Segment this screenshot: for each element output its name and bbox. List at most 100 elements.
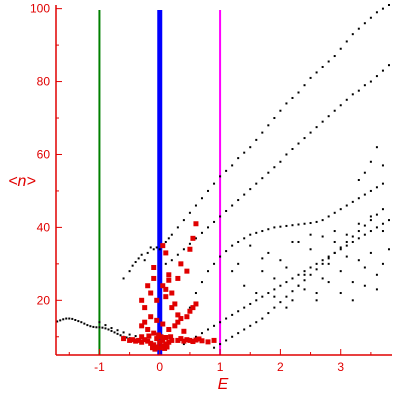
data-point-black-118 (333, 109, 336, 112)
data-point-black-188 (345, 244, 348, 247)
data-point-black-103 (243, 193, 246, 196)
data-point-black-189 (351, 240, 354, 243)
data-point-red-11 (154, 336, 160, 342)
data-point-black-253 (273, 295, 276, 298)
data-point-black-122 (357, 89, 360, 92)
data-point-red-62 (169, 290, 175, 296)
data-point-black-75 (339, 47, 342, 50)
data-point-black-50 (188, 211, 191, 214)
data-point-red-21 (121, 336, 127, 342)
data-point-black-120 (345, 98, 348, 101)
data-point-black-148 (309, 222, 312, 225)
data-point-black-114 (309, 131, 312, 134)
data-point-red-9 (157, 339, 163, 345)
data-point-red-16 (156, 332, 162, 338)
data-point-red-66 (190, 235, 196, 241)
data-point-black-58 (237, 157, 240, 160)
data-point-black-105 (255, 182, 258, 185)
data-point-black-185 (327, 255, 330, 258)
data-point-black-275 (357, 179, 360, 181)
data-point-black-137 (243, 237, 246, 240)
x-tick-label: 1 (217, 360, 224, 374)
data-point-black-57 (231, 164, 234, 167)
data-point-black-219 (351, 235, 354, 238)
data-point-black-265 (321, 235, 324, 238)
data-point-black-194 (381, 222, 384, 225)
data-point-black-71 (315, 71, 318, 74)
data-point-black-239 (339, 270, 342, 273)
data-point-black-174 (261, 295, 264, 298)
data-point-black-158 (369, 189, 372, 192)
data-point-black-218 (345, 240, 348, 243)
data-point-red-26 (139, 339, 145, 345)
data-point-black-147 (303, 222, 306, 225)
data-point-red-29 (175, 337, 181, 343)
tick-marks (56, 8, 372, 355)
data-point-red-54 (169, 305, 175, 311)
data-point-black-203 (255, 321, 258, 324)
data-point-black-245 (375, 273, 378, 276)
data-point-black-257 (315, 299, 318, 302)
data-point-black-274 (375, 146, 378, 149)
data-point-black-124 (369, 80, 372, 83)
data-point-black-113 (303, 137, 306, 140)
data-point-black-184 (321, 259, 324, 262)
data-point-black-134 (225, 250, 228, 253)
data-point-red-40 (139, 323, 145, 329)
data-point-red-44 (172, 323, 178, 329)
x-tick-label: 0 (156, 360, 163, 374)
data-point-black-179 (291, 277, 294, 280)
data-point-black-249 (237, 262, 240, 265)
data-point-black-187 (339, 248, 342, 251)
data-point-red-71 (148, 290, 154, 296)
data-point-black-78 (357, 27, 360, 30)
data-point-black-204 (261, 317, 264, 320)
data-point-black-128 (188, 306, 191, 309)
data-point-black-228 (273, 277, 276, 280)
data-point-black-197 (219, 343, 222, 346)
data-point-black-221 (363, 224, 366, 227)
data-point-red-59 (151, 265, 157, 270)
data-point-black-94 (188, 242, 191, 245)
axes (55, 5, 392, 356)
data-point-red-22 (127, 337, 133, 343)
data-point-black-271 (369, 160, 372, 163)
data-point-black-199 (231, 335, 234, 338)
data-point-black-64 (273, 117, 276, 120)
data-point-red-64 (178, 261, 184, 267)
data-point-red-50 (193, 301, 199, 307)
data-point-black-225 (249, 244, 252, 247)
data-point-black-143 (279, 225, 282, 228)
data-point-black-167 (219, 321, 222, 324)
data-point-black-139 (255, 231, 258, 234)
data-point-red-5 (166, 339, 172, 345)
data-point-black-238 (333, 240, 336, 243)
data-point-black-259 (339, 292, 342, 295)
data-point-black-206 (273, 306, 276, 309)
data-point-red-76 (160, 243, 166, 249)
data-point-black-2 (62, 318, 65, 321)
data-point-black-48 (176, 226, 179, 229)
data-point-red-23 (130, 337, 136, 343)
data-point-black-85 (128, 270, 131, 273)
data-point-black-86 (131, 264, 134, 267)
data-point-black-4 (68, 317, 71, 320)
data-point-black-260 (351, 299, 354, 302)
data-point-red-20 (146, 333, 152, 339)
data-point-red-34 (190, 339, 196, 345)
data-point-black-200 (237, 332, 240, 335)
data-point-black-11 (89, 325, 92, 328)
data-point-black-65 (279, 109, 282, 112)
data-point-black-251 (255, 292, 258, 295)
data-point-black-39 (146, 251, 149, 254)
data-point-red-43 (166, 326, 172, 332)
data-point-red-70 (145, 283, 151, 289)
data-point-black-240 (345, 255, 348, 258)
data-point-black-116 (321, 120, 324, 123)
data-point-black-182 (309, 266, 312, 269)
data-point-black-30 (104, 324, 107, 327)
data-point-black-217 (339, 246, 342, 249)
data-point-black-180 (297, 273, 300, 276)
data-point-black-256 (303, 288, 306, 291)
data-point-black-222 (369, 219, 372, 222)
